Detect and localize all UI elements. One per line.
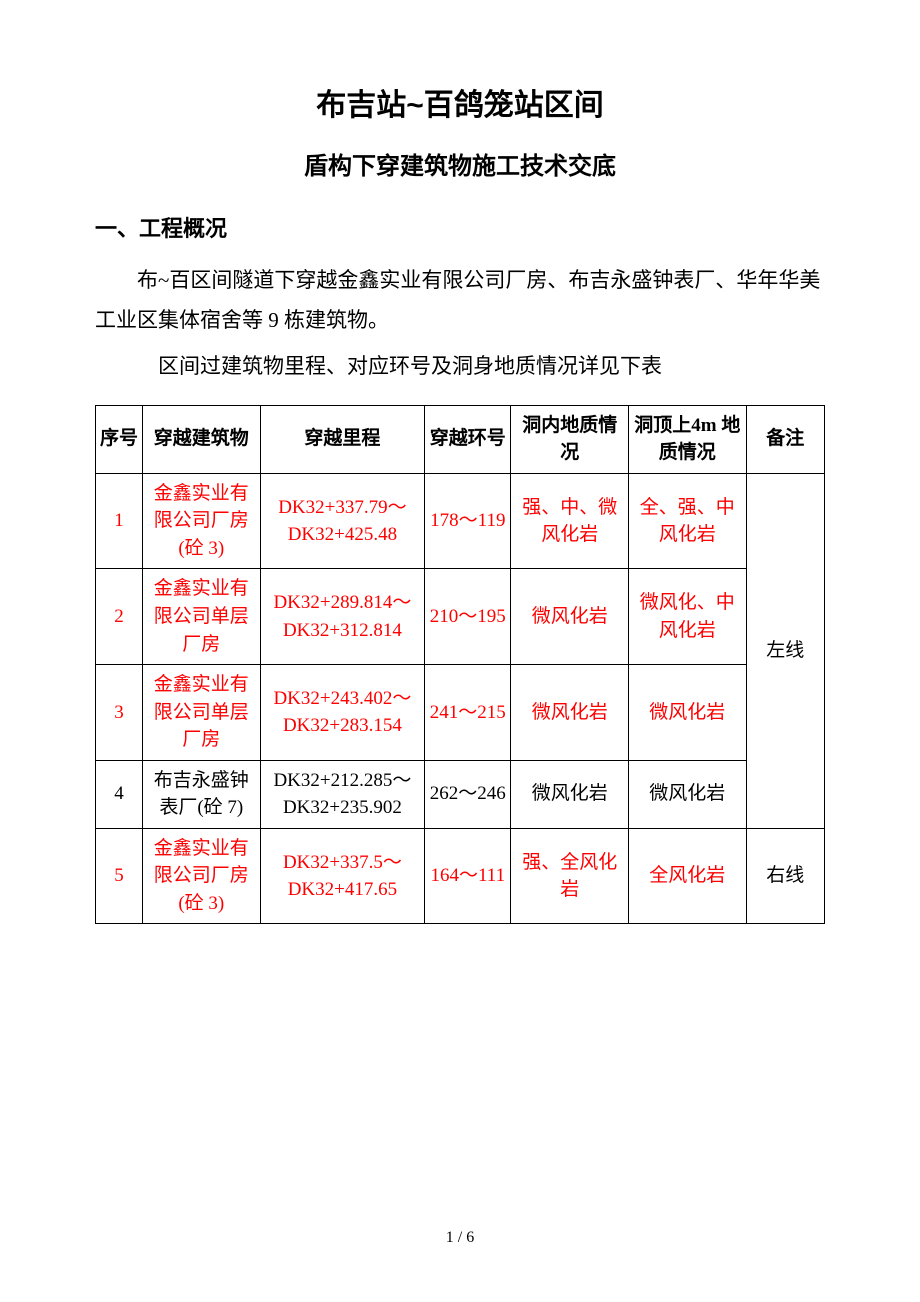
cell-seq: 1 bbox=[96, 473, 143, 569]
paragraph-2: 区间过建筑物里程、对应环号及洞身地质情况详见下表 bbox=[95, 347, 825, 387]
cell-seq: 3 bbox=[96, 665, 143, 761]
paragraph-1: 布~百区间隧道下穿越金鑫实业有限公司厂房、布吉永盛钟表厂、华年华美工业区集体宿舍… bbox=[95, 261, 825, 341]
document-subtitle: 盾构下穿建筑物施工技术交底 bbox=[95, 146, 825, 181]
cell-geo-inside: 微风化岩 bbox=[511, 760, 629, 828]
cell-remark: 右线 bbox=[746, 828, 824, 924]
cell-seq: 4 bbox=[96, 760, 143, 828]
cell-geo-inside: 强、中、微风化岩 bbox=[511, 473, 629, 569]
table-row: 1 金鑫实业有限公司厂房(砼 3) DK32+337.79～DK32+425.4… bbox=[96, 473, 825, 569]
table-row: 3 金鑫实业有限公司单层厂房 DK32+243.402～DK32+283.154… bbox=[96, 665, 825, 761]
cell-building: 金鑫实业有限公司单层厂房 bbox=[143, 569, 261, 665]
th-geo-top: 洞顶上4m 地质情况 bbox=[629, 405, 747, 473]
th-seq: 序号 bbox=[96, 405, 143, 473]
cell-geo-inside: 微风化岩 bbox=[511, 569, 629, 665]
cell-building: 布吉永盛钟表厂(砼 7) bbox=[143, 760, 261, 828]
cell-remark: 左线 bbox=[746, 473, 824, 828]
cell-seq: 2 bbox=[96, 569, 143, 665]
cell-building: 金鑫实业有限公司厂房(砼 3) bbox=[143, 473, 261, 569]
cell-mileage: DK32+337.79～DK32+425.48 bbox=[260, 473, 425, 569]
cell-ring: 262～246 bbox=[425, 760, 511, 828]
cell-building: 金鑫实业有限公司单层厂房 bbox=[143, 665, 261, 761]
cell-ring: 164～111 bbox=[425, 828, 511, 924]
page-number: 1 / 6 bbox=[0, 1229, 920, 1247]
cell-building: 金鑫实业有限公司厂房(砼 3) bbox=[143, 828, 261, 924]
cell-geo-top: 全风化岩 bbox=[629, 828, 747, 924]
cell-geo-inside: 微风化岩 bbox=[511, 665, 629, 761]
cell-geo-top: 微风化、中风化岩 bbox=[629, 569, 747, 665]
table-row: 2 金鑫实业有限公司单层厂房 DK32+289.814～DK32+312.814… bbox=[96, 569, 825, 665]
table-row: 4 布吉永盛钟表厂(砼 7) DK32+212.285～DK32+235.902… bbox=[96, 760, 825, 828]
th-remark: 备注 bbox=[746, 405, 824, 473]
cell-mileage: DK32+212.285～DK32+235.902 bbox=[260, 760, 425, 828]
cell-geo-top: 微风化岩 bbox=[629, 665, 747, 761]
table-header-row: 序号 穿越建筑物 穿越里程 穿越环号 洞内地质情况 洞顶上4m 地质情况 备注 bbox=[96, 405, 825, 473]
section-heading: 一、工程概况 bbox=[95, 211, 825, 243]
cell-geo-top: 全、强、中风化岩 bbox=[629, 473, 747, 569]
document-title: 布吉站~百鸽笼站区间 bbox=[95, 80, 825, 124]
cell-geo-inside: 强、全风化岩 bbox=[511, 828, 629, 924]
th-building: 穿越建筑物 bbox=[143, 405, 261, 473]
cell-ring: 241～215 bbox=[425, 665, 511, 761]
cell-mileage: DK32+289.814～DK32+312.814 bbox=[260, 569, 425, 665]
cell-seq: 5 bbox=[96, 828, 143, 924]
th-ring: 穿越环号 bbox=[425, 405, 511, 473]
table-row: 5 金鑫实业有限公司厂房(砼 3) DK32+337.5～DK32+417.65… bbox=[96, 828, 825, 924]
cell-mileage: DK32+337.5～DK32+417.65 bbox=[260, 828, 425, 924]
cell-ring: 210～195 bbox=[425, 569, 511, 665]
crossing-table: 序号 穿越建筑物 穿越里程 穿越环号 洞内地质情况 洞顶上4m 地质情况 备注 … bbox=[95, 405, 825, 925]
th-mileage: 穿越里程 bbox=[260, 405, 425, 473]
cell-ring: 178～119 bbox=[425, 473, 511, 569]
cell-geo-top: 微风化岩 bbox=[629, 760, 747, 828]
cell-mileage: DK32+243.402～DK32+283.154 bbox=[260, 665, 425, 761]
th-geo-inside: 洞内地质情况 bbox=[511, 405, 629, 473]
